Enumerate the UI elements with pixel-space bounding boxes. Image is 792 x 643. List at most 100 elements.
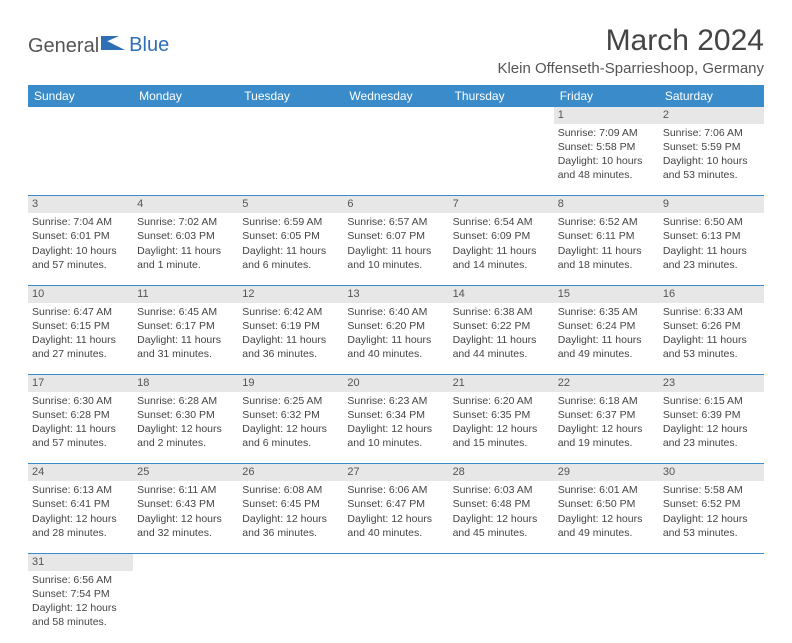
day-sunset: Sunset: 6:05 PM [242, 229, 339, 243]
weekday-header: Thursday [449, 85, 554, 107]
day-number-cell: 5 [238, 196, 343, 213]
calendar-table: Sunday Monday Tuesday Wednesday Thursday… [28, 85, 764, 643]
day-day2: and 53 minutes. [663, 168, 760, 182]
month-title: March 2024 [497, 24, 764, 58]
day-cell: Sunrise: 7:02 AMSunset: 6:03 PMDaylight:… [133, 213, 238, 285]
weekday-header: Wednesday [343, 85, 448, 107]
day-number-cell [659, 553, 764, 570]
day-day1: Daylight: 11 hours [137, 333, 234, 347]
week-row: Sunrise: 6:47 AMSunset: 6:15 PMDaylight:… [28, 303, 764, 375]
day-number-cell [449, 107, 554, 124]
day-cell [28, 124, 133, 196]
day-sunrise: Sunrise: 6:59 AM [242, 215, 339, 229]
day-cell: Sunrise: 6:18 AMSunset: 6:37 PMDaylight:… [554, 392, 659, 464]
day-sunrise: Sunrise: 6:42 AM [242, 305, 339, 319]
day-number-cell: 26 [238, 464, 343, 481]
day-sunrise: Sunrise: 6:03 AM [453, 483, 550, 497]
day-day2: and 31 minutes. [137, 347, 234, 361]
day-number-cell: 28 [449, 464, 554, 481]
day-day2: and 10 minutes. [347, 258, 444, 272]
day-day2: and 40 minutes. [347, 347, 444, 361]
weekday-header-row: Sunday Monday Tuesday Wednesday Thursday… [28, 85, 764, 107]
day-sunset: Sunset: 6:20 PM [347, 319, 444, 333]
title-block: March 2024 Klein Offenseth-Sparrieshoop,… [497, 24, 764, 77]
weekday-header: Monday [133, 85, 238, 107]
day-sunrise: Sunrise: 6:54 AM [453, 215, 550, 229]
day-day2: and 6 minutes. [242, 436, 339, 450]
day-number-cell: 12 [238, 285, 343, 302]
day-sunrise: Sunrise: 6:01 AM [558, 483, 655, 497]
day-day1: Daylight: 12 hours [347, 422, 444, 436]
day-cell [343, 124, 448, 196]
day-sunrise: Sunrise: 6:15 AM [663, 394, 760, 408]
day-day1: Daylight: 11 hours [137, 244, 234, 258]
day-number-cell: 10 [28, 285, 133, 302]
day-sunrise: Sunrise: 6:08 AM [242, 483, 339, 497]
day-day1: Daylight: 11 hours [663, 333, 760, 347]
day-day1: Daylight: 10 hours [663, 154, 760, 168]
day-day1: Daylight: 12 hours [242, 422, 339, 436]
day-number-cell: 18 [133, 375, 238, 392]
weekday-header: Saturday [659, 85, 764, 107]
day-number-cell [343, 107, 448, 124]
day-day2: and 49 minutes. [558, 526, 655, 540]
day-sunset: Sunset: 6:45 PM [242, 497, 339, 511]
day-cell [449, 571, 554, 643]
logo-text-2: Blue [129, 34, 169, 56]
day-cell: Sunrise: 6:42 AMSunset: 6:19 PMDaylight:… [238, 303, 343, 375]
day-day1: Daylight: 11 hours [347, 244, 444, 258]
day-cell [449, 124, 554, 196]
day-sunset: Sunset: 6:17 PM [137, 319, 234, 333]
day-day1: Daylight: 12 hours [347, 512, 444, 526]
day-cell: Sunrise: 6:08 AMSunset: 6:45 PMDaylight:… [238, 481, 343, 553]
day-cell: Sunrise: 6:13 AMSunset: 6:41 PMDaylight:… [28, 481, 133, 553]
day-number-cell: 30 [659, 464, 764, 481]
day-day2: and 44 minutes. [453, 347, 550, 361]
day-day2: and 48 minutes. [558, 168, 655, 182]
day-cell [238, 124, 343, 196]
day-cell: Sunrise: 6:54 AMSunset: 6:09 PMDaylight:… [449, 213, 554, 285]
day-number-cell: 9 [659, 196, 764, 213]
day-number-row: 3456789 [28, 196, 764, 213]
day-number-cell: 23 [659, 375, 764, 392]
day-number-cell [133, 553, 238, 570]
day-cell [659, 571, 764, 643]
day-cell [133, 571, 238, 643]
day-day1: Daylight: 12 hours [32, 512, 129, 526]
day-number-cell: 2 [659, 107, 764, 124]
day-day2: and 36 minutes. [242, 526, 339, 540]
day-cell: Sunrise: 6:56 AMSunset: 7:54 PMDaylight:… [28, 571, 133, 643]
day-number-cell [343, 553, 448, 570]
day-number-row: 31 [28, 553, 764, 570]
day-sunset: Sunset: 6:48 PM [453, 497, 550, 511]
day-number-cell: 24 [28, 464, 133, 481]
day-day1: Daylight: 11 hours [347, 333, 444, 347]
day-day1: Daylight: 11 hours [558, 244, 655, 258]
day-sunset: Sunset: 6:35 PM [453, 408, 550, 422]
day-sunrise: Sunrise: 6:40 AM [347, 305, 444, 319]
day-cell: Sunrise: 7:06 AMSunset: 5:59 PMDaylight:… [659, 124, 764, 196]
day-day1: Daylight: 12 hours [453, 512, 550, 526]
day-cell: Sunrise: 6:59 AMSunset: 6:05 PMDaylight:… [238, 213, 343, 285]
day-day2: and 23 minutes. [663, 258, 760, 272]
day-cell: Sunrise: 6:15 AMSunset: 6:39 PMDaylight:… [659, 392, 764, 464]
day-sunrise: Sunrise: 6:50 AM [663, 215, 760, 229]
day-day2: and 49 minutes. [558, 347, 655, 361]
day-cell [343, 571, 448, 643]
day-cell: Sunrise: 5:58 AMSunset: 6:52 PMDaylight:… [659, 481, 764, 553]
day-sunset: Sunset: 6:13 PM [663, 229, 760, 243]
day-sunset: Sunset: 6:01 PM [32, 229, 129, 243]
day-sunrise: Sunrise: 6:47 AM [32, 305, 129, 319]
day-sunset: Sunset: 6:39 PM [663, 408, 760, 422]
day-day1: Daylight: 12 hours [242, 512, 339, 526]
day-day2: and 45 minutes. [453, 526, 550, 540]
day-sunset: Sunset: 7:54 PM [32, 587, 129, 601]
day-number-cell [28, 107, 133, 124]
day-day2: and 10 minutes. [347, 436, 444, 450]
day-cell: Sunrise: 6:50 AMSunset: 6:13 PMDaylight:… [659, 213, 764, 285]
day-sunset: Sunset: 6:03 PM [137, 229, 234, 243]
day-day1: Daylight: 11 hours [558, 333, 655, 347]
day-number-cell: 6 [343, 196, 448, 213]
day-day2: and 58 minutes. [32, 615, 129, 629]
day-day1: Daylight: 11 hours [32, 333, 129, 347]
